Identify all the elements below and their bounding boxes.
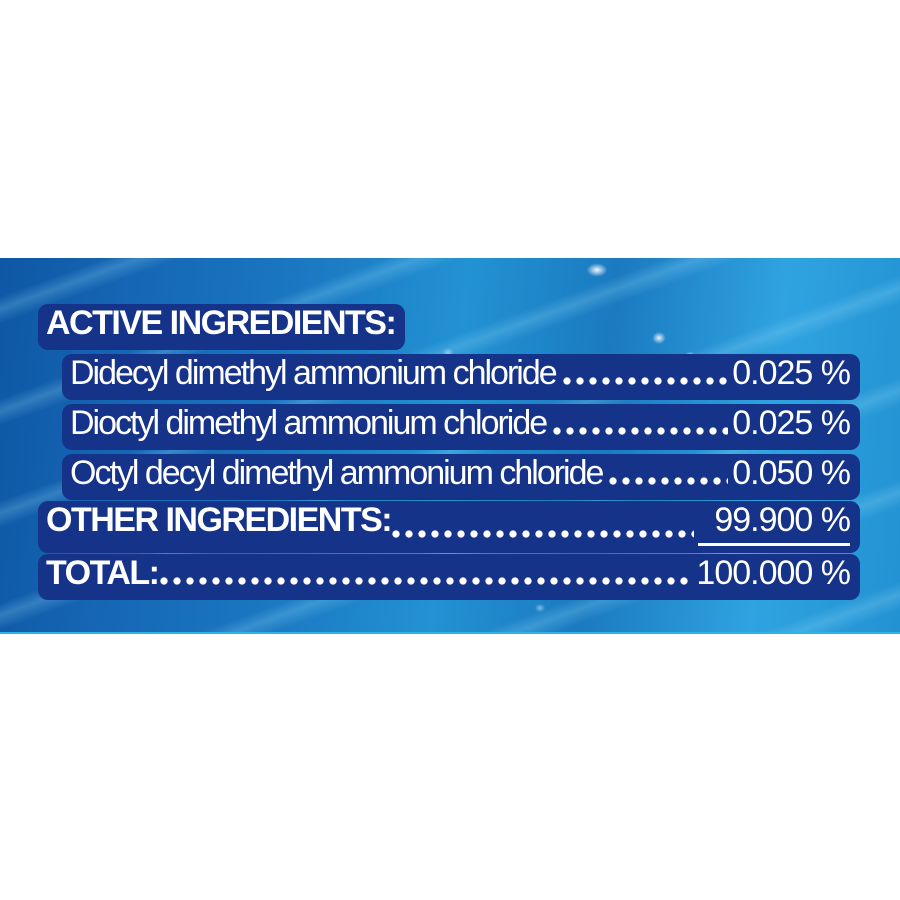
ingredients-panel: ACTIVE INGREDIENTS: Didecyl dimethyl amm… [0,258,900,634]
active-ingredients-heading-row: ACTIVE INGREDIENTS: [38,302,860,352]
ingredient-row: Didecyl dimethyl ammonium chloride 0.025… [38,352,860,402]
dotted-leader [158,574,693,587]
other-ingredients-row: OTHER INGREDIENTS: 99.900 % [38,501,860,553]
ingredient-name: Dioctyl dimethyl ammonium chloride [70,404,548,443]
ingredient-value: 0.050 % [732,454,851,493]
active-ingredients-heading: ACTIVE INGREDIENTS: [46,304,397,343]
dotted-leader [552,424,729,437]
ingredient-name: Didecyl dimethyl ammonium chloride [70,354,558,393]
total-label: TOTAL: [46,554,160,593]
total-row: TOTAL: 100.000 % [38,552,860,602]
ingredient-row: Octyl decyl dimethyl ammonium chloride 0… [38,452,860,502]
other-ingredients-label: OTHER INGREDIENTS: [46,501,393,540]
ingredient-row: Dioctyl dimethyl ammonium chloride 0.025… [38,402,860,452]
dotted-leader [608,474,729,487]
ingredient-value: 0.025 % [732,354,851,393]
ingredient-value: 0.025 % [732,404,851,443]
ingredient-name: Octyl decyl dimethyl ammonium chloride [70,454,604,493]
dotted-leader [561,374,729,387]
total-value: 100.000 % [696,554,851,593]
dotted-leader [391,527,695,540]
other-ingredients-value: 99.900 % [698,501,851,546]
